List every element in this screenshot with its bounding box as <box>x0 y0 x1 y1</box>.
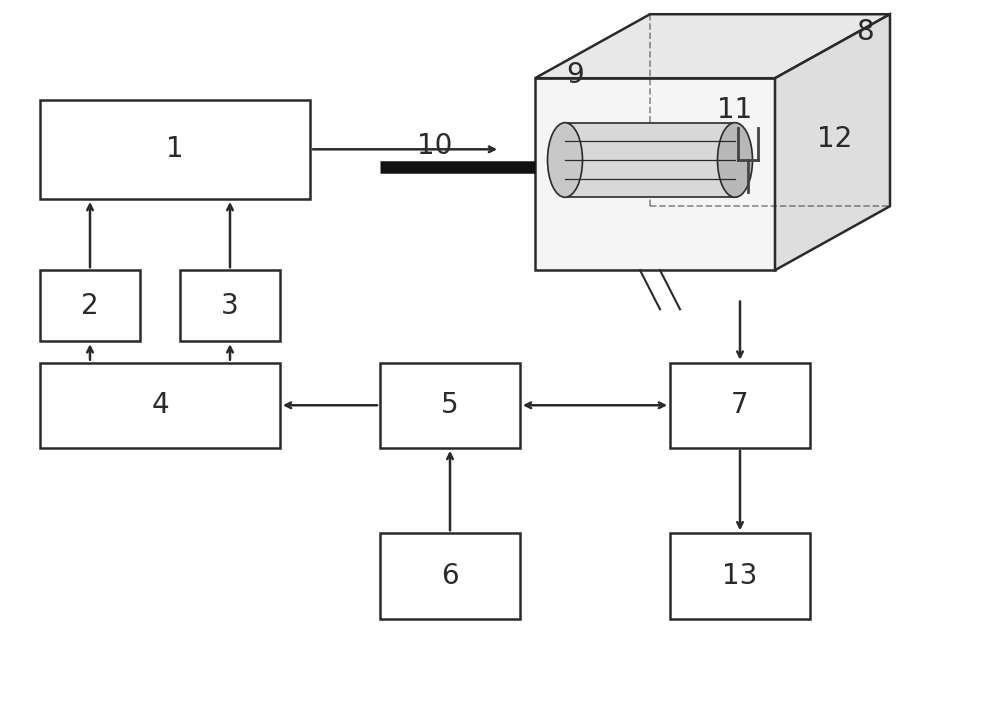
Text: 9: 9 <box>566 60 584 89</box>
Text: 12: 12 <box>817 124 853 153</box>
Bar <box>380 363 520 448</box>
Bar <box>380 533 520 619</box>
Polygon shape <box>535 14 890 78</box>
Bar <box>180 270 280 341</box>
Bar <box>40 100 310 199</box>
Bar <box>40 270 140 341</box>
Polygon shape <box>775 14 890 270</box>
Bar <box>40 363 280 448</box>
Polygon shape <box>535 78 775 270</box>
Text: 1: 1 <box>166 135 184 164</box>
Bar <box>565 122 735 197</box>
Ellipse shape <box>548 122 582 197</box>
Bar <box>670 363 810 448</box>
Text: 4: 4 <box>151 391 169 419</box>
Ellipse shape <box>718 122 753 197</box>
Text: 10: 10 <box>417 132 453 160</box>
Text: 3: 3 <box>221 292 239 320</box>
Text: 2: 2 <box>81 292 99 320</box>
Text: 8: 8 <box>856 18 874 46</box>
Text: 11: 11 <box>717 96 753 124</box>
Text: 13: 13 <box>722 562 758 590</box>
Text: 5: 5 <box>441 391 459 419</box>
Text: 7: 7 <box>731 391 749 419</box>
Bar <box>670 533 810 619</box>
Text: 6: 6 <box>441 562 459 590</box>
